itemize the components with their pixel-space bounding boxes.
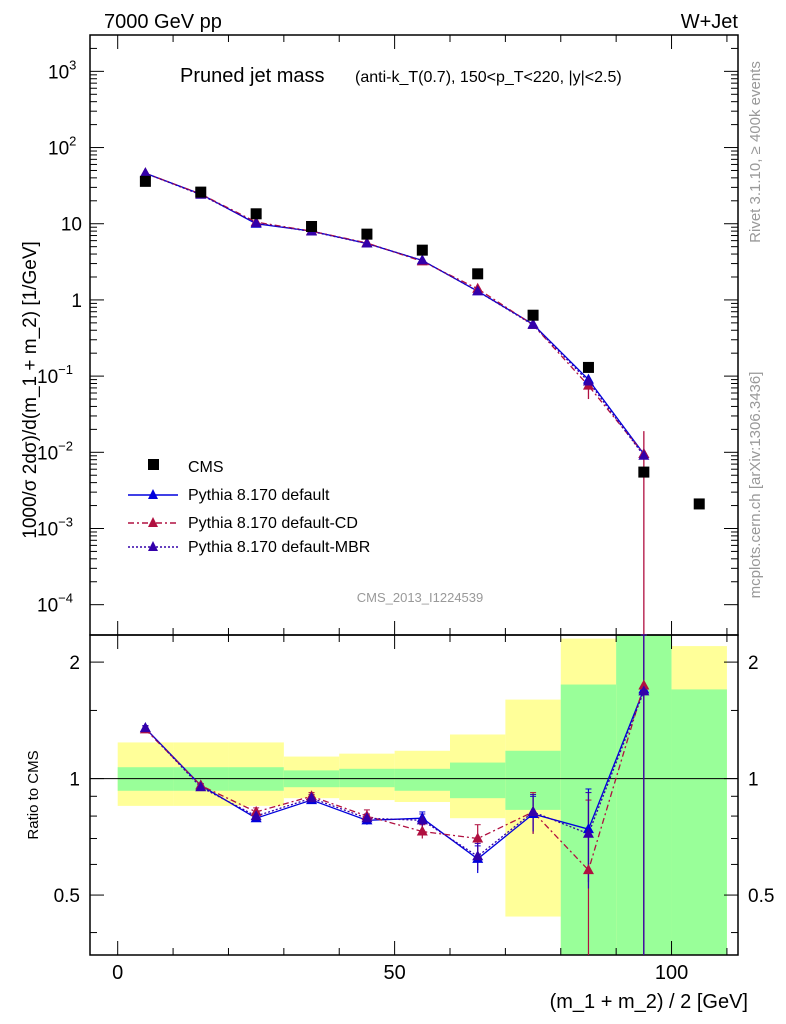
legend-marker-default: [148, 489, 158, 499]
series-marker-ratio: [361, 812, 373, 823]
cms-data-point: [195, 186, 207, 198]
cms-data-point: [582, 361, 594, 373]
series-marker-main: [638, 449, 650, 460]
series-marker-main: [139, 167, 151, 178]
y-tick-label: 10−4: [37, 591, 73, 617]
series-marker-ratio: [250, 810, 262, 821]
y-tick-label: 1: [71, 291, 82, 312]
y-tick-labels: 10−4 10−3 10−2 10−1 1 10 102 103: [37, 57, 82, 616]
x-axis-label: (m_1 + m_2) / 2 [GeV]: [550, 991, 748, 1013]
ratio-tick-label: 1: [748, 770, 759, 791]
ratio-tick-label: 0.5: [54, 886, 80, 907]
y-tick-label: 10−2: [37, 438, 73, 464]
legend-marker-cd: [148, 517, 158, 527]
cms-data-point: [693, 498, 705, 510]
cms-data-point: [139, 175, 151, 187]
series-marker-ratio: [527, 805, 539, 816]
cms-data-point: [361, 228, 373, 240]
title-sub: (anti-k_T(0.7), 150<p_T<220, |y|<2.5): [355, 69, 622, 86]
series-marker-ratio: [582, 864, 594, 875]
series-line-main: [145, 172, 645, 455]
series-layer: [139, 167, 705, 955]
series-marker-ratio: [416, 825, 428, 836]
header-right: W+Jet: [681, 11, 739, 33]
ratio-frame: [89, 634, 739, 956]
legend-marker-mbr: [148, 541, 158, 551]
ratio-tick-label: 0.5: [748, 886, 774, 907]
series-marker-main: [527, 318, 539, 329]
series-marker-ratio: [582, 827, 594, 838]
legend: CMS Pythia 8.170 default Pythia 8.170 de…: [128, 459, 370, 556]
y-tick-label: 10: [61, 215, 82, 236]
cms-data-point: [416, 244, 428, 256]
series-marker-main: [416, 254, 428, 265]
series-line-main: [145, 172, 645, 455]
series-marker-main: [250, 217, 262, 228]
series-marker-ratio: [306, 792, 318, 803]
series-marker-ratio: [416, 814, 428, 825]
series-marker-ratio: [139, 722, 151, 733]
series-line-ratio: [144, 691, 645, 858]
series-marker-main: [361, 237, 373, 248]
cms-data-point: [527, 309, 539, 321]
rivet-label: Rivet 3.1.10, ≥ 400k events: [747, 61, 764, 243]
ratio-tick-label: 2: [69, 653, 80, 674]
cms-data-point: [638, 466, 650, 478]
y-tick-label: 103: [48, 57, 76, 83]
cms-data-point: [250, 208, 262, 220]
series-marker-ratio: [472, 850, 484, 861]
ratio-tick-label: 1: [69, 770, 80, 791]
header-left: 7000 GeV pp: [104, 11, 222, 33]
cms-data-point: [472, 268, 484, 280]
legend-label-mbr: Pythia 8.170 default-MBR: [188, 539, 370, 556]
series-marker-ratio: [195, 781, 207, 792]
ratio-band-inner: [394, 768, 450, 791]
ratio-band-inner: [671, 689, 727, 955]
legend-label-cms: CMS: [188, 459, 224, 476]
title-main: Pruned jet mass: [180, 65, 325, 87]
legend-label-default: Pythia 8.170 default: [188, 487, 330, 504]
ratio-bands: [117, 635, 727, 955]
cms-data-point: [306, 220, 318, 232]
x-tick-label: 100: [655, 962, 688, 984]
series-marker-main: [472, 285, 484, 296]
ratio-band-inner: [450, 762, 506, 799]
series-marker-ratio: [472, 832, 484, 843]
x-tick-label: 0: [112, 962, 123, 984]
watermark: CMS_2013_I1224539: [357, 590, 484, 605]
ratio-axis-label: Ratio to CMS: [25, 750, 42, 839]
y-tick-label: 10−1: [37, 362, 73, 388]
legend-marker-cms: [148, 459, 159, 470]
y-axis-label: 1000/σ 2dσ)/d(m_1 + m_2) [1/GeV]: [20, 241, 41, 539]
series-marker-ratio: [638, 685, 650, 696]
legend-label-cd: Pythia 8.170 default-CD: [188, 515, 358, 532]
plot-frames: [89, 34, 739, 956]
ratio-tick-label: 2: [748, 653, 759, 674]
series-marker-ratio: [638, 679, 650, 690]
mcplots-label: mcplots.cern.ch [arXiv:1306.3436]: [747, 372, 764, 599]
x-tick-label: 50: [383, 962, 405, 984]
series-line-main: [145, 172, 645, 457]
series-marker-main: [582, 375, 594, 386]
y-tick-label: 102: [48, 134, 76, 160]
ratio-band-inner: [339, 768, 395, 788]
y-tick-label: 10−3: [37, 514, 73, 540]
series-line-ratio: [144, 685, 645, 872]
